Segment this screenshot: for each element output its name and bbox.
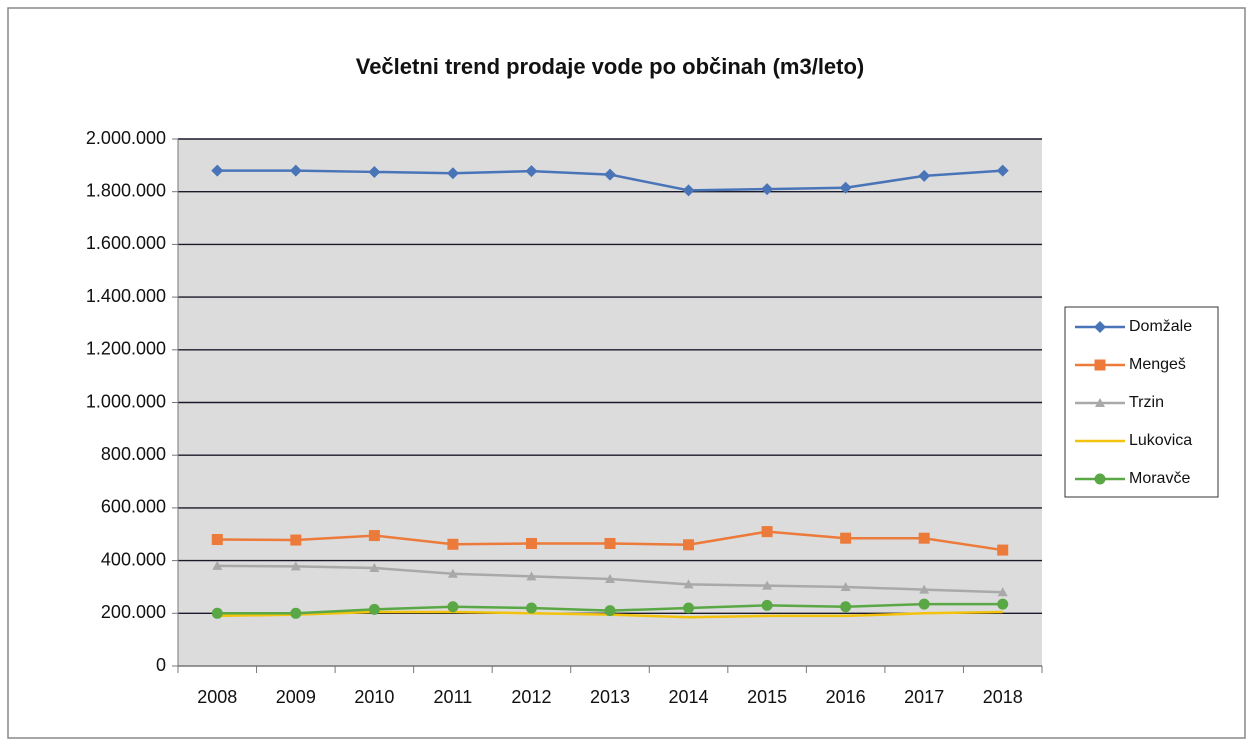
x-tick-label: 2010 xyxy=(354,687,394,707)
x-tick-label: 2017 xyxy=(904,687,944,707)
y-tick-label: 2.000.000 xyxy=(86,128,166,148)
marker xyxy=(996,164,1009,177)
marker xyxy=(918,532,930,544)
legend-label: Mengeš xyxy=(1129,356,1186,373)
marker xyxy=(761,599,773,611)
y-tick-label: 1.000.000 xyxy=(86,391,166,411)
marker xyxy=(839,181,852,194)
marker xyxy=(369,562,380,572)
marker xyxy=(525,165,538,178)
x-tick-label: 2018 xyxy=(983,687,1023,707)
marker xyxy=(997,587,1008,597)
marker xyxy=(683,602,695,614)
chart-title: Večletni trend prodaje vode po občinah (… xyxy=(356,54,865,79)
marker xyxy=(761,526,773,538)
marker xyxy=(761,183,774,196)
marker xyxy=(525,537,537,549)
marker xyxy=(1094,321,1106,333)
marker xyxy=(368,165,381,178)
marker xyxy=(211,164,224,177)
marker xyxy=(604,605,616,617)
marker xyxy=(211,534,223,546)
marker xyxy=(918,598,930,610)
legend-label: Domžale xyxy=(1129,318,1192,335)
marker xyxy=(290,561,301,571)
y-tick-label: 400.000 xyxy=(101,549,166,569)
marker xyxy=(447,538,459,550)
marker xyxy=(604,537,616,549)
marker xyxy=(447,568,458,578)
marker xyxy=(840,532,852,544)
y-tick-label: 600.000 xyxy=(101,497,166,517)
x-tick-label: 2014 xyxy=(669,687,709,707)
marker xyxy=(997,544,1009,556)
marker xyxy=(1094,359,1106,371)
legend-label: Lukovica xyxy=(1129,432,1192,449)
marker xyxy=(918,169,931,182)
marker xyxy=(446,167,459,180)
marker xyxy=(289,164,302,177)
marker xyxy=(447,601,459,613)
y-tick-label: 800.000 xyxy=(101,444,166,464)
marker xyxy=(525,602,537,614)
x-tick-label: 2009 xyxy=(276,687,316,707)
y-tick-label: 200.000 xyxy=(101,602,166,622)
marker xyxy=(683,539,695,551)
x-tick-label: 2011 xyxy=(434,687,473,707)
x-tick-label: 2013 xyxy=(590,687,630,707)
x-tick-label: 2015 xyxy=(747,687,787,707)
legend-label: Moravče xyxy=(1129,470,1190,487)
marker xyxy=(290,534,302,546)
marker xyxy=(762,580,773,590)
marker xyxy=(1095,398,1105,407)
y-tick-label: 1.400.000 xyxy=(86,286,166,306)
marker xyxy=(290,607,302,619)
y-tick-label: 1.800.000 xyxy=(86,180,166,200)
marker xyxy=(604,168,616,181)
marker xyxy=(1094,473,1106,485)
y-tick-label: 0 xyxy=(156,655,166,675)
marker xyxy=(682,184,695,197)
marker xyxy=(919,584,930,594)
marker xyxy=(997,598,1009,610)
marker xyxy=(211,607,223,619)
marker xyxy=(368,530,380,542)
marker xyxy=(526,571,537,581)
marker xyxy=(212,560,223,570)
marker xyxy=(840,601,852,613)
x-tick-label: 2016 xyxy=(826,687,866,707)
marker xyxy=(683,579,694,589)
x-tick-label: 2012 xyxy=(511,687,551,707)
x-tick-label: 2008 xyxy=(197,687,237,707)
legend-label: Trzin xyxy=(1129,394,1164,411)
marker xyxy=(605,574,615,584)
y-tick-label: 1.200.000 xyxy=(86,339,166,359)
marker xyxy=(368,603,380,615)
marker xyxy=(840,581,851,591)
y-tick-label: 1.600.000 xyxy=(86,233,166,253)
